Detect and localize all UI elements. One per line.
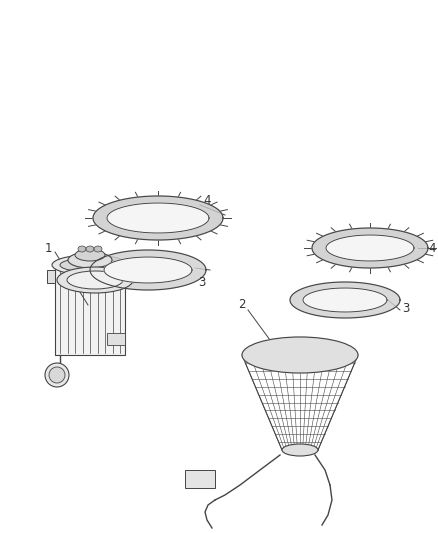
Ellipse shape xyxy=(78,246,86,252)
Ellipse shape xyxy=(60,258,120,272)
Polygon shape xyxy=(312,228,428,268)
Ellipse shape xyxy=(45,363,69,387)
Polygon shape xyxy=(303,288,387,312)
FancyBboxPatch shape xyxy=(107,333,125,345)
Text: 2: 2 xyxy=(238,298,246,311)
Ellipse shape xyxy=(86,246,94,252)
Text: 1: 1 xyxy=(44,241,52,254)
Ellipse shape xyxy=(68,252,112,268)
Text: 3: 3 xyxy=(403,302,410,314)
Polygon shape xyxy=(326,235,414,261)
Polygon shape xyxy=(290,282,400,318)
Ellipse shape xyxy=(52,255,128,275)
Polygon shape xyxy=(47,270,55,283)
Ellipse shape xyxy=(94,246,102,252)
Ellipse shape xyxy=(49,367,65,383)
Ellipse shape xyxy=(57,267,133,293)
FancyBboxPatch shape xyxy=(55,265,125,355)
Ellipse shape xyxy=(67,271,123,289)
Polygon shape xyxy=(242,337,358,373)
Polygon shape xyxy=(107,203,209,233)
Polygon shape xyxy=(90,250,206,290)
Text: 3: 3 xyxy=(198,276,206,288)
Text: 4: 4 xyxy=(203,193,211,206)
FancyBboxPatch shape xyxy=(185,470,215,488)
Polygon shape xyxy=(104,257,192,283)
Ellipse shape xyxy=(282,444,318,456)
Polygon shape xyxy=(93,196,223,240)
Polygon shape xyxy=(125,270,133,283)
Ellipse shape xyxy=(75,249,105,261)
Text: 4: 4 xyxy=(428,241,436,254)
